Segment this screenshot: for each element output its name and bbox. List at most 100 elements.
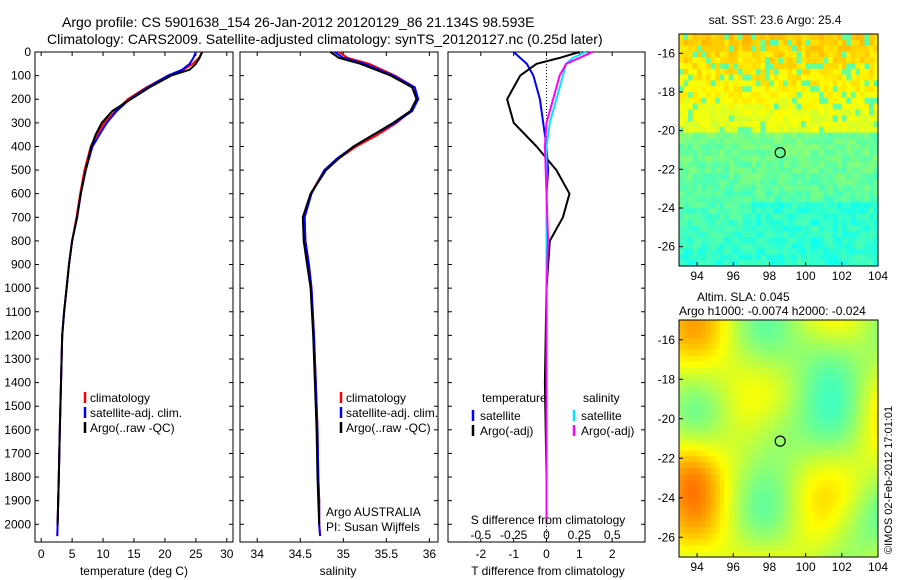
map-cell — [873, 225, 879, 232]
map-cell — [706, 533, 712, 540]
map-cell — [805, 144, 811, 151]
map-cell — [859, 337, 866, 345]
map-cell — [823, 97, 829, 105]
map-cell — [868, 248, 875, 255]
map-cell — [692, 45, 698, 52]
map-cell — [715, 408, 721, 416]
map-cell — [796, 456, 802, 463]
map-cell — [719, 115, 725, 122]
map-cell — [760, 121, 766, 128]
map-cell — [724, 456, 730, 463]
map-cell — [679, 242, 685, 250]
map-cell — [778, 103, 784, 110]
map-cell — [859, 132, 866, 139]
map-cell — [737, 391, 743, 398]
map-cell — [683, 485, 689, 493]
map-cell — [728, 219, 734, 226]
map-cell — [864, 533, 870, 540]
map-cell — [819, 468, 825, 475]
map-cell — [873, 237, 879, 244]
map-cell — [859, 248, 866, 255]
map-cell — [746, 444, 752, 451]
map-cell — [873, 219, 879, 226]
map-cell — [796, 503, 802, 511]
map-cell — [783, 92, 789, 99]
map-cell — [855, 438, 861, 446]
map-cell — [837, 438, 843, 446]
map-cell — [810, 109, 816, 116]
map-cell — [846, 103, 852, 110]
map-cell — [778, 456, 784, 463]
map-cell — [697, 355, 703, 363]
map-cell — [724, 379, 730, 386]
map-cell — [859, 254, 866, 261]
map-cell — [773, 51, 780, 58]
map-cell — [855, 138, 861, 145]
map-cell — [783, 367, 789, 374]
map-cell — [755, 408, 762, 416]
map-cell — [692, 57, 698, 64]
map-cell — [688, 497, 694, 505]
map-cell — [710, 254, 716, 261]
map-cell — [769, 97, 775, 105]
map-cell — [706, 242, 712, 250]
map-cell — [841, 527, 847, 534]
map-cell — [846, 450, 852, 457]
map-cell — [769, 432, 775, 440]
map-cell — [837, 545, 843, 552]
map-cell — [832, 533, 838, 540]
x-tick-label: 2 — [609, 547, 616, 561]
map-cell — [719, 39, 725, 47]
map-cell — [787, 450, 793, 457]
map-cell — [864, 509, 870, 517]
map-cell — [855, 260, 861, 267]
map-cell — [801, 379, 807, 386]
map-cell — [742, 539, 748, 546]
map-cell — [773, 503, 780, 511]
map-cell — [787, 126, 793, 134]
map-cell — [692, 63, 698, 70]
map-cell — [710, 491, 716, 499]
map-cell — [855, 355, 861, 363]
argo-position-marker — [774, 146, 786, 159]
map-cell — [801, 491, 807, 499]
map-cell — [701, 57, 707, 64]
map-cell — [755, 402, 762, 410]
map-cell — [746, 51, 752, 58]
map-cell — [841, 444, 847, 451]
map-cell — [733, 527, 739, 534]
map-cell — [850, 320, 856, 327]
map-cell — [850, 414, 856, 422]
map-cell — [864, 34, 870, 41]
map-cell — [710, 63, 716, 70]
map-cell — [701, 391, 707, 398]
map-cell — [850, 503, 856, 511]
map-cell — [859, 51, 866, 58]
map-cell — [692, 213, 698, 221]
map-cell — [764, 533, 771, 540]
map-cell — [846, 515, 852, 523]
map-cell — [683, 80, 689, 87]
map-cell — [760, 320, 766, 327]
map-cell — [819, 474, 825, 481]
map-cell — [850, 39, 856, 47]
map-cell — [778, 92, 784, 99]
map-cell — [746, 551, 752, 558]
map-cell — [710, 80, 716, 87]
map-cell — [742, 373, 748, 380]
map-cell — [755, 155, 762, 163]
map-cell — [814, 533, 820, 540]
map-cell — [683, 92, 689, 99]
map-cell — [715, 497, 721, 505]
map-cell — [715, 109, 721, 116]
map-cell — [742, 208, 748, 215]
map-cell — [683, 468, 689, 475]
map-cell — [683, 126, 689, 134]
map-cell — [683, 533, 689, 540]
map-cell — [679, 456, 685, 463]
map-cell — [733, 74, 739, 81]
map-cell — [706, 397, 712, 404]
map-cell — [746, 355, 752, 363]
map-cell — [841, 539, 847, 546]
map-cell — [715, 225, 721, 232]
